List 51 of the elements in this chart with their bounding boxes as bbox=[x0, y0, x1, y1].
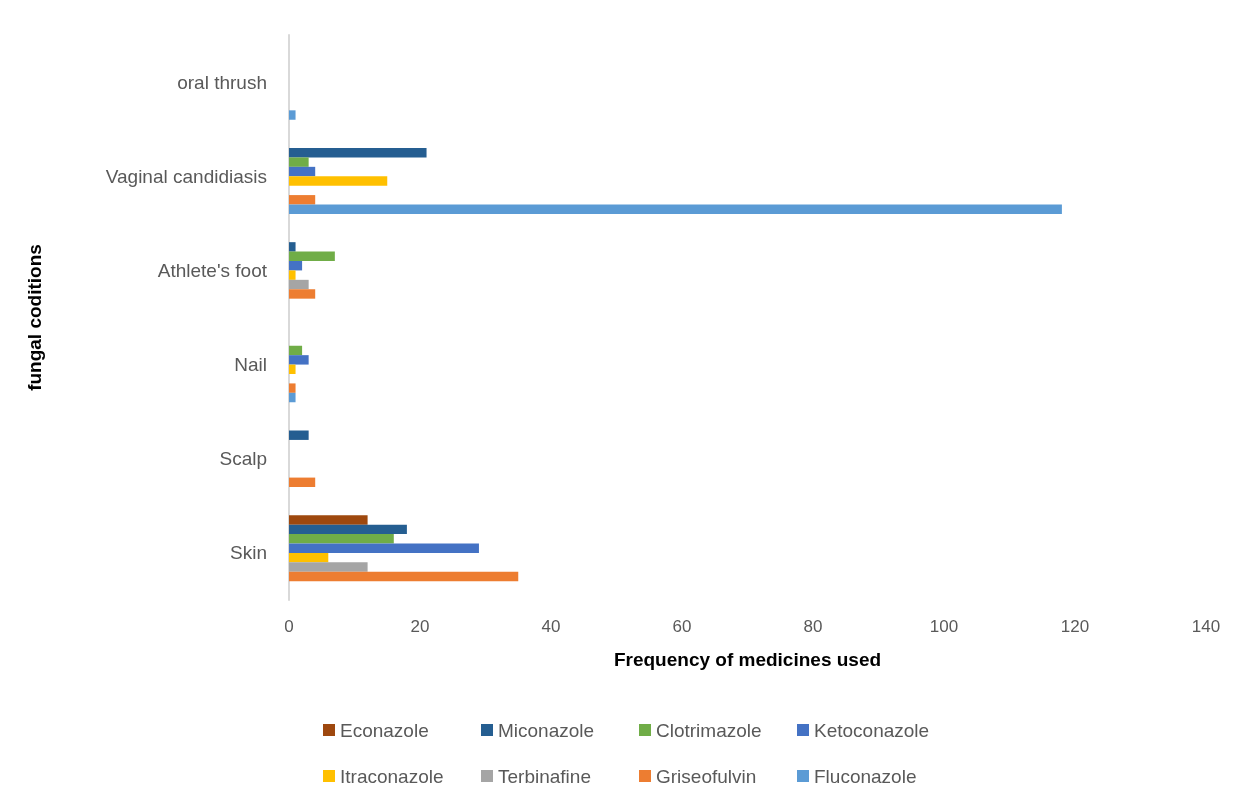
bar bbox=[289, 515, 368, 525]
bar bbox=[289, 176, 388, 186]
bar bbox=[289, 571, 519, 582]
y-tick-label: Scalp bbox=[219, 448, 267, 470]
bar bbox=[289, 355, 309, 365]
y-tick-label: Athlete's foot bbox=[157, 259, 268, 281]
y-tick-label: Nail bbox=[234, 354, 267, 376]
bar bbox=[289, 279, 309, 290]
bar bbox=[289, 204, 1062, 214]
bar bbox=[289, 289, 316, 299]
x-tick-label: 120 bbox=[1060, 617, 1090, 636]
x-tick-label: 80 bbox=[803, 617, 823, 636]
x-tick-label: 60 bbox=[672, 617, 692, 636]
bar bbox=[289, 524, 407, 535]
bar bbox=[289, 392, 296, 403]
bar bbox=[289, 364, 296, 374]
x-tick-label: 0 bbox=[284, 617, 294, 636]
bar bbox=[289, 166, 316, 177]
x-tick-label: 100 bbox=[929, 617, 959, 636]
y-axis-title: fungal coditions bbox=[24, 244, 45, 391]
legend-label: Fluconazole bbox=[814, 765, 917, 787]
bar bbox=[289, 534, 394, 544]
bar bbox=[289, 543, 479, 553]
bar bbox=[289, 345, 303, 356]
bar bbox=[289, 148, 427, 158]
bar bbox=[289, 552, 329, 563]
y-tick-label: Vaginal candidiasis bbox=[105, 165, 267, 187]
bar bbox=[289, 383, 296, 393]
legend-label: Terbinafine bbox=[498, 765, 591, 787]
x-tick-label: 140 bbox=[1191, 617, 1221, 636]
legend-label: Miconazole bbox=[498, 719, 595, 741]
bar bbox=[289, 195, 316, 205]
bar bbox=[289, 270, 296, 280]
x-axis-title: Frequency of medicines used bbox=[613, 649, 882, 670]
x-tick-label: 40 bbox=[541, 617, 561, 636]
legend-label: Ketoconazole bbox=[814, 719, 930, 741]
bar bbox=[289, 110, 296, 120]
legend-label: Econazole bbox=[340, 719, 429, 741]
bar bbox=[289, 430, 309, 440]
y-tick-label: oral thrush bbox=[177, 71, 267, 93]
y-tick-label: Skin bbox=[230, 542, 267, 564]
legend-label: Itraconazole bbox=[340, 765, 444, 787]
bar bbox=[289, 477, 316, 487]
bar bbox=[289, 157, 309, 167]
bar bbox=[289, 242, 296, 252]
bar bbox=[289, 261, 303, 271]
bar bbox=[289, 562, 368, 572]
legend-label: Clotrimazole bbox=[656, 719, 762, 741]
bar bbox=[289, 251, 335, 261]
legend-label: Griseofulvin bbox=[656, 765, 757, 787]
x-tick-label: 20 bbox=[410, 617, 430, 636]
